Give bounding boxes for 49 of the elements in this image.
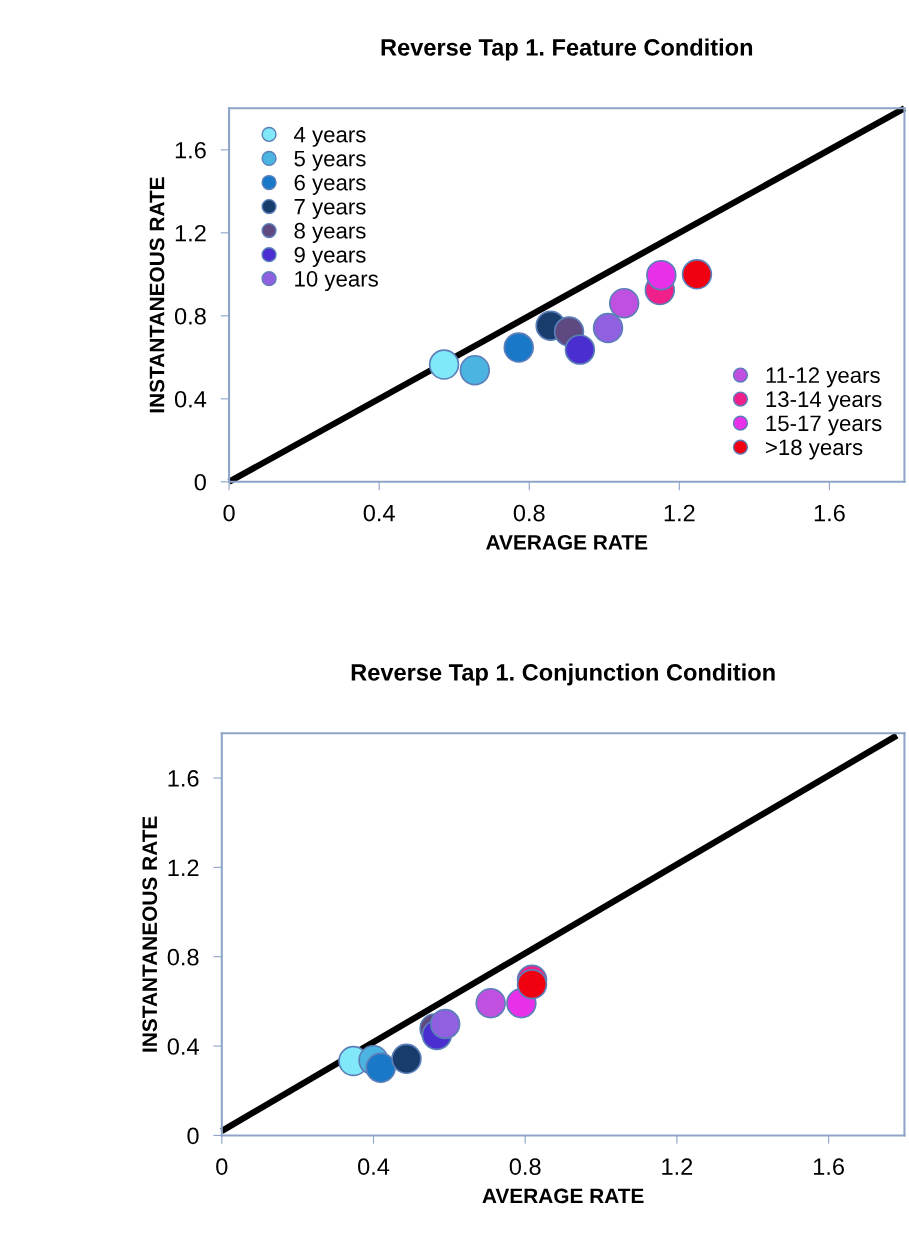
legend-label: 4 years (294, 126, 366, 147)
x-tick-label: 1.6 (814, 504, 845, 522)
y-tick-label: 1.6 (175, 141, 206, 159)
legend-label: 10 years (295, 270, 378, 292)
y-tick-label: 0 (187, 1127, 199, 1145)
y-axis-title: INSTANTANEOUS RATE (149, 177, 165, 413)
x-tick-label: 0.4 (358, 1158, 390, 1176)
x-tick-label: 1.2 (662, 1158, 693, 1175)
legend-label: 7 years (294, 199, 366, 219)
x-tick-label: 0.8 (513, 504, 545, 522)
y-tick-label: 0.4 (167, 1038, 199, 1055)
x-tick-label: 0.4 (363, 504, 395, 522)
y-tick-label: 0 (194, 473, 206, 491)
legend-label: 15-17 years (766, 415, 882, 436)
point (592, 312, 624, 344)
point (365, 1052, 396, 1083)
x-tick-label: 1.2 (664, 504, 695, 522)
point (429, 1008, 461, 1040)
y-axis-title: INSTANTANEOUS RATE (142, 816, 158, 1052)
point (475, 987, 506, 1019)
legend-label: 9 years (294, 246, 366, 268)
x-tick-label: 1.6 (813, 1158, 844, 1176)
y-tick-label: 1.2 (168, 859, 199, 876)
y-tick-label: 0.4 (174, 390, 207, 408)
x-tick-label: 0 (216, 1158, 228, 1176)
chart-title: Reverse Tap 1. Conjunction Condition (351, 663, 775, 686)
point (564, 334, 596, 365)
x-tick-label: 0.8 (509, 1158, 541, 1176)
point (503, 332, 534, 363)
y-tick-label: 0.8 (174, 307, 206, 325)
point (646, 259, 677, 291)
point (459, 354, 491, 386)
point (608, 287, 640, 319)
point (428, 349, 460, 380)
y-tick-label: 0.8 (167, 948, 199, 966)
x-axis-title: AVERAGE RATE (482, 1188, 644, 1204)
legend-label: 8 years (294, 222, 366, 243)
legend-label: 13-14 years (766, 391, 882, 412)
x-tick-label: 0 (223, 504, 235, 522)
legend-label: >18 years (765, 439, 863, 460)
point (681, 259, 713, 290)
legend-label: 11-12 years (766, 367, 880, 388)
point (391, 1043, 422, 1075)
x-axis-title: AVERAGE RATE (486, 534, 648, 550)
y-tick-label: 1.6 (168, 770, 199, 787)
legend-label: 5 years (294, 150, 366, 171)
legend-label: 6 years (294, 174, 366, 195)
chart-title: Reverse Tap 1. Feature Condition (381, 38, 753, 61)
y-tick-label: 1.2 (175, 224, 206, 242)
